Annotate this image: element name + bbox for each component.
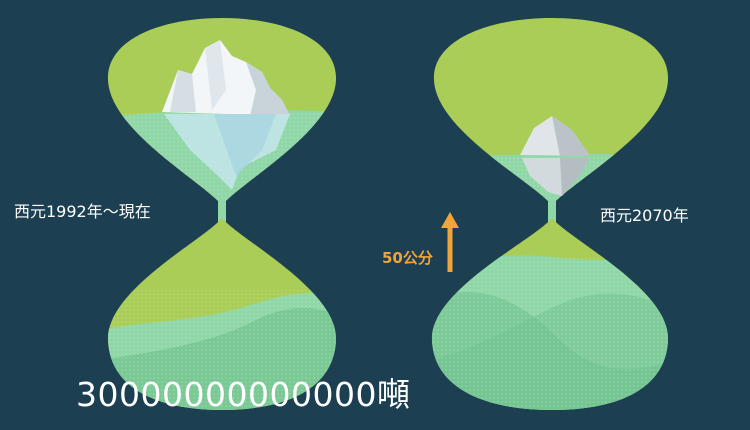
iceberg-small-icon (520, 116, 590, 196)
sea-level-rise-label: 50公分 (382, 249, 433, 267)
ice-mass-label: 30000000000000噸 (76, 375, 411, 414)
right-period-label: 西元2070年 (600, 206, 689, 225)
left-period-label: 西元1992年～現在 (14, 202, 151, 221)
hourglass-left-lower-bulb (107, 218, 337, 410)
hourglass-right-lower-bulb (431, 218, 669, 410)
arrow-up-icon (441, 212, 459, 272)
iceberg-large-icon (162, 40, 290, 190)
